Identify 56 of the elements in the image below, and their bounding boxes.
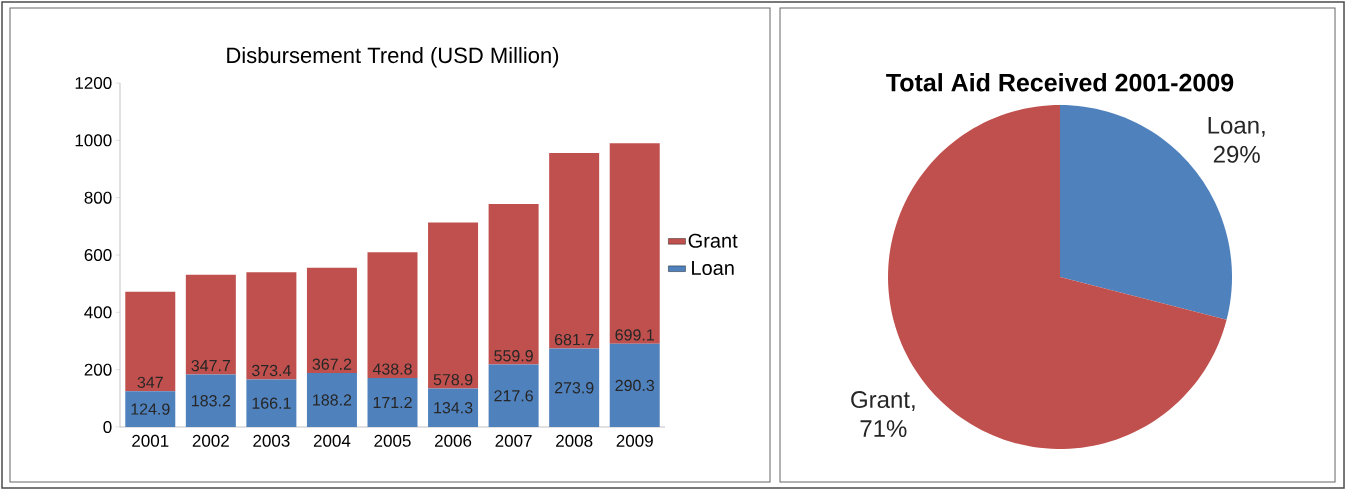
bar <box>246 379 297 427</box>
x-tick-label: 2009 <box>616 434 653 447</box>
legend-label: Grant <box>688 233 738 248</box>
y-tick-label: 600 <box>84 248 112 262</box>
data-label: 373.4 <box>251 364 291 377</box>
bar <box>185 374 236 427</box>
data-label: 124.9 <box>131 403 170 415</box>
data-label: 273.9 <box>554 382 594 394</box>
y-tick-label: 1200 <box>75 76 112 90</box>
legend-label: Loan <box>692 261 734 276</box>
data-label: 347 <box>137 376 163 388</box>
data-label: 681.7 <box>554 333 594 346</box>
data-label: 171.2 <box>373 396 412 409</box>
bar <box>488 204 539 365</box>
bar <box>488 364 539 427</box>
x-tick-label: 2007 <box>495 434 532 447</box>
bar <box>125 391 176 427</box>
data-label: 217.6 <box>494 390 533 402</box>
bar <box>428 388 479 427</box>
bar <box>185 274 236 375</box>
data-label: 699.1 <box>615 329 654 341</box>
x-tick-label: 2003 <box>253 434 290 447</box>
bar <box>367 252 418 378</box>
bar <box>125 291 176 392</box>
bar <box>609 343 660 427</box>
bar <box>306 373 357 427</box>
bar <box>306 267 357 374</box>
data-label: 166.1 <box>252 397 291 409</box>
data-label: 559.9 <box>494 350 533 362</box>
data-label: 578.9 <box>433 373 473 386</box>
bar <box>549 348 600 427</box>
y-tick-label: 800 <box>84 191 112 204</box>
data-label: 347.7 <box>191 359 231 372</box>
data-label: 438.8 <box>372 363 412 375</box>
data-label: 134.3 <box>434 402 473 414</box>
y-tick-label: 1000 <box>75 134 112 147</box>
x-tick-label: 2004 <box>313 434 351 447</box>
data-label: 367.2 <box>312 358 352 370</box>
x-tick-label: 2001 <box>132 434 169 447</box>
x-tick-label: 2005 <box>374 434 411 447</box>
chart-title: Disbursement Trend (USD Million) <box>227 46 559 68</box>
bar <box>367 377 418 427</box>
bar <box>609 143 660 344</box>
bar <box>246 272 297 380</box>
y-tick-label: 200 <box>84 363 112 376</box>
x-tick-label: 2002 <box>192 434 229 447</box>
bar <box>428 222 479 389</box>
data-label: 183.2 <box>192 395 231 407</box>
bar <box>549 153 600 349</box>
data-label: 290.3 <box>615 379 655 392</box>
x-tick-label: 2008 <box>556 434 593 447</box>
chart-title: Total Aid Received 2001-2009 <box>886 73 1234 92</box>
y-tick-label: 400 <box>84 306 112 319</box>
data-label: 188.2 <box>313 394 352 406</box>
y-tick-label: 0 <box>103 420 112 434</box>
x-tick-label: 2006 <box>435 434 472 447</box>
